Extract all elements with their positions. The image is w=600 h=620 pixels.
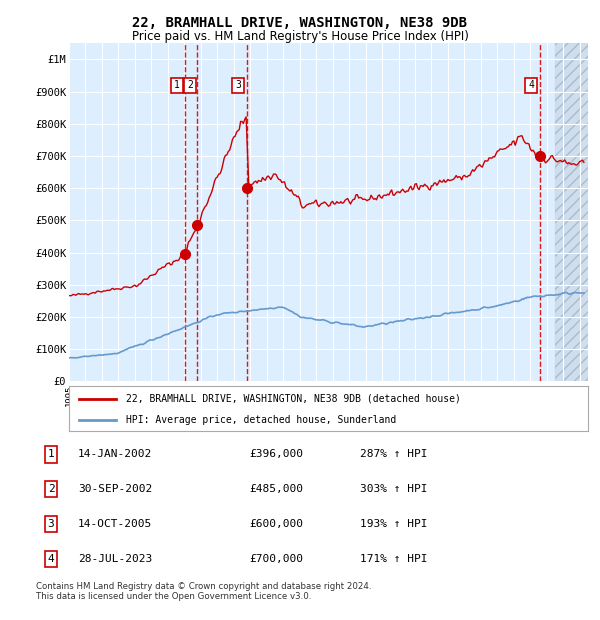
Text: 4: 4 bbox=[528, 80, 534, 91]
Text: £396,000: £396,000 bbox=[249, 450, 303, 459]
Text: Price paid vs. HM Land Registry's House Price Index (HPI): Price paid vs. HM Land Registry's House … bbox=[131, 30, 469, 43]
Text: 28-JUL-2023: 28-JUL-2023 bbox=[78, 554, 152, 564]
Text: 30-SEP-2002: 30-SEP-2002 bbox=[78, 484, 152, 494]
Text: 4: 4 bbox=[47, 554, 55, 564]
Text: HPI: Average price, detached house, Sunderland: HPI: Average price, detached house, Sund… bbox=[126, 415, 397, 425]
Text: 3: 3 bbox=[235, 80, 241, 91]
Text: 1: 1 bbox=[174, 80, 180, 91]
Text: 1: 1 bbox=[47, 450, 55, 459]
Text: 303% ↑ HPI: 303% ↑ HPI bbox=[360, 484, 427, 494]
Text: £600,000: £600,000 bbox=[249, 519, 303, 529]
Text: 14-OCT-2005: 14-OCT-2005 bbox=[78, 519, 152, 529]
Text: Contains HM Land Registry data © Crown copyright and database right 2024.
This d: Contains HM Land Registry data © Crown c… bbox=[36, 582, 371, 601]
Text: 22, BRAMHALL DRIVE, WASHINGTON, NE38 9DB: 22, BRAMHALL DRIVE, WASHINGTON, NE38 9DB bbox=[133, 16, 467, 30]
Text: £700,000: £700,000 bbox=[249, 554, 303, 564]
Bar bbox=[555, 43, 600, 381]
Text: 193% ↑ HPI: 193% ↑ HPI bbox=[360, 519, 427, 529]
Bar bbox=[555, 43, 600, 381]
Text: 2: 2 bbox=[187, 80, 193, 91]
Text: 22, BRAMHALL DRIVE, WASHINGTON, NE38 9DB (detached house): 22, BRAMHALL DRIVE, WASHINGTON, NE38 9DB… bbox=[126, 394, 461, 404]
Text: 14-JAN-2002: 14-JAN-2002 bbox=[78, 450, 152, 459]
Text: £485,000: £485,000 bbox=[249, 484, 303, 494]
Text: 3: 3 bbox=[47, 519, 55, 529]
Text: 287% ↑ HPI: 287% ↑ HPI bbox=[360, 450, 427, 459]
Text: 2: 2 bbox=[47, 484, 55, 494]
Text: 171% ↑ HPI: 171% ↑ HPI bbox=[360, 554, 427, 564]
